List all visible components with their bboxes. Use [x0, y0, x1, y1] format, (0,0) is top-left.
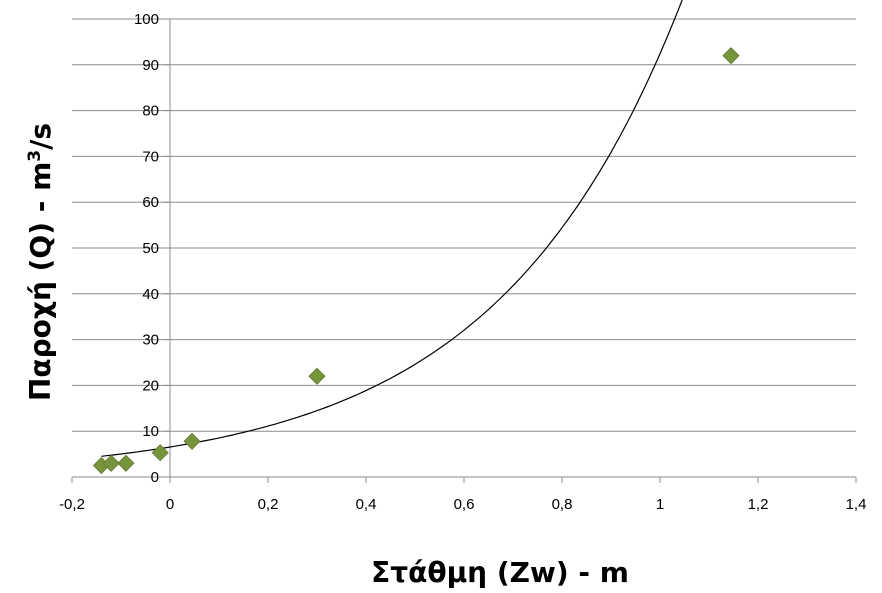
data-point	[308, 367, 326, 385]
y-tick-label: 30	[142, 332, 159, 349]
y-tick-label: 60	[142, 194, 159, 211]
y-axis-title-main: Παροχή (Q) - m	[24, 162, 57, 401]
y-tick-label: 70	[142, 148, 159, 165]
x-tick-label: -0,2	[59, 496, 85, 513]
data-points	[92, 47, 740, 475]
x-tick-label: 0,6	[454, 496, 475, 513]
x-tick-label: 0,2	[258, 496, 279, 513]
trendline-group	[101, 0, 683, 457]
y-tick-label: 80	[142, 103, 159, 120]
x-tick-label: 1,4	[846, 496, 867, 513]
y-axis-title-superscript: 3	[25, 150, 45, 162]
data-point	[117, 454, 135, 472]
y-axis-title: Παροχή (Q) - m3/s	[24, 123, 57, 401]
y-tick-label: 20	[142, 377, 159, 394]
x-tick-label: 1,2	[748, 496, 769, 513]
y-tick-label: 50	[142, 240, 159, 257]
y-tick-label: 10	[142, 423, 159, 440]
data-point	[151, 444, 169, 462]
axes	[71, 18, 857, 483]
data-point	[102, 454, 120, 472]
data-point	[183, 432, 201, 450]
x-tick-label: 1	[656, 496, 664, 513]
gridlines	[72, 18, 856, 432]
y-tick-label: 100	[134, 11, 159, 28]
x-tick-label: 0	[166, 496, 174, 513]
y-tick-label: 90	[142, 57, 159, 74]
x-axis-title: Στάθμη (Zw) - m	[371, 556, 629, 589]
x-tick-labels: -0,2 0 0,2 0,4 0,6 0,8 1 1,2 1,4	[59, 496, 866, 513]
y-axis-title-unit: /s	[24, 123, 57, 150]
data-point	[722, 47, 740, 65]
trendline	[101, 0, 683, 457]
x-tick-label: 0,8	[552, 496, 573, 513]
y-tick-labels: 0 10 20 30 40 50 60 70 80 90 100	[134, 11, 159, 486]
x-tick-label: 0,4	[356, 496, 377, 513]
y-tick-label: 40	[142, 286, 159, 303]
y-tick-label: 0	[151, 469, 159, 486]
